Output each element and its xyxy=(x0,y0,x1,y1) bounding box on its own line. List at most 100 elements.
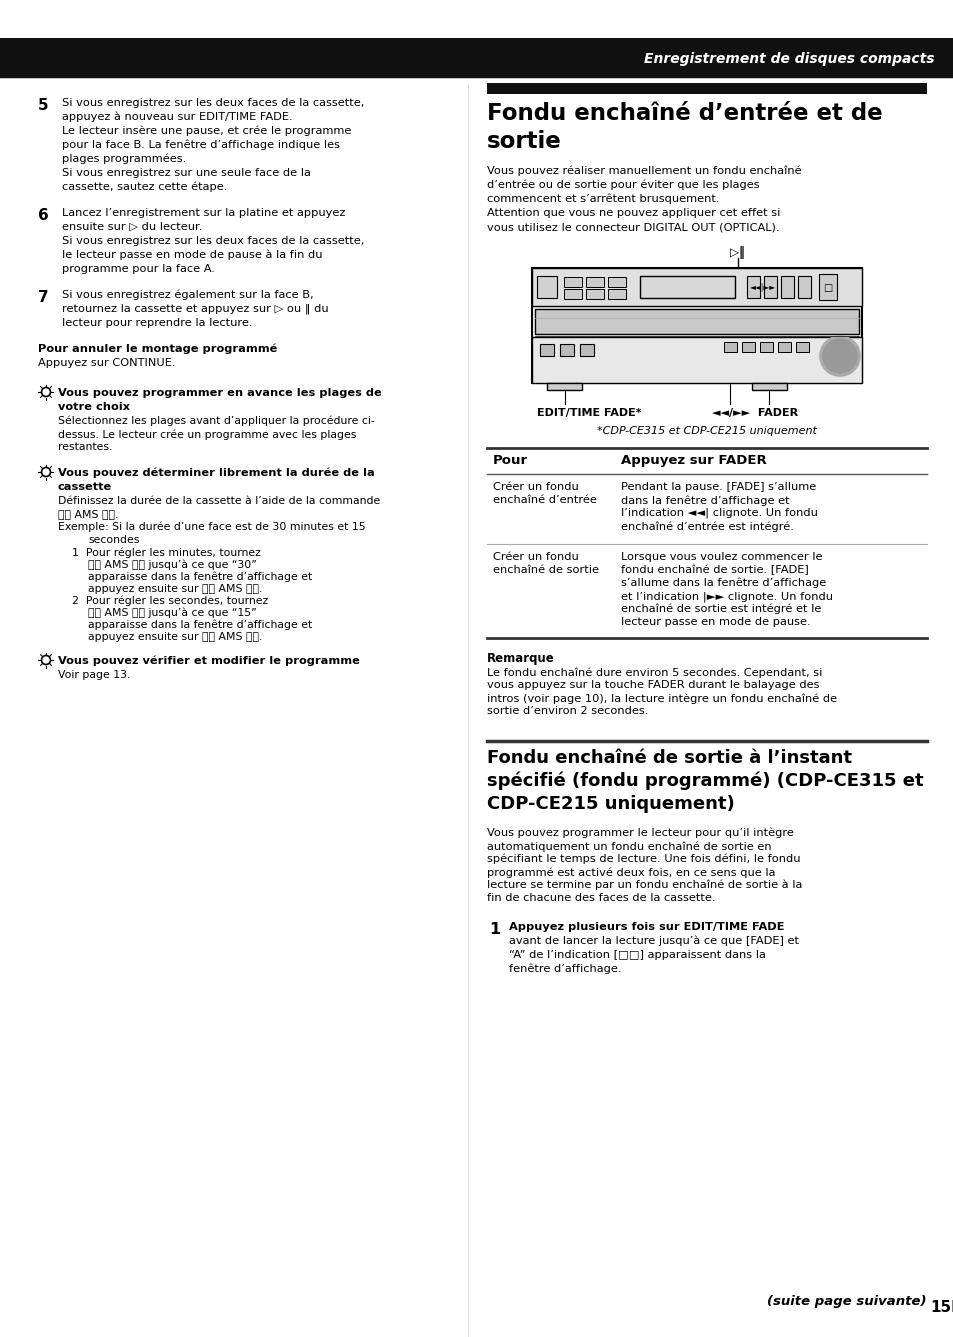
Bar xyxy=(563,277,581,287)
Text: Pendant la pause. [FADE] s’allume: Pendant la pause. [FADE] s’allume xyxy=(620,483,816,492)
Text: fondu enchaîné de sortie. [FADE]: fondu enchaîné de sortie. [FADE] xyxy=(620,566,808,575)
Bar xyxy=(781,275,793,298)
Text: Pour: Pour xyxy=(493,455,528,467)
Circle shape xyxy=(822,340,856,373)
Text: l’indication ◄◄| clignote. Un fondu: l’indication ◄◄| clignote. Un fondu xyxy=(620,508,817,519)
Text: Lorsque vous voulez commencer le: Lorsque vous voulez commencer le xyxy=(620,552,821,562)
Text: enchaîné de sortie est intégré et le: enchaîné de sortie est intégré et le xyxy=(620,604,821,615)
Text: 2  Pour régler les secondes, tournez: 2 Pour régler les secondes, tournez xyxy=(71,596,268,607)
Text: dans la fenêtre d’affichage et: dans la fenêtre d’affichage et xyxy=(620,495,789,505)
Text: Le lecteur insère une pause, et crée le programme: Le lecteur insère une pause, et crée le … xyxy=(62,126,351,136)
Text: s’allume dans la fenêtre d’affichage: s’allume dans la fenêtre d’affichage xyxy=(620,578,825,588)
Bar xyxy=(818,274,836,299)
Text: Le fondu enchaîné dure environ 5 secondes. Cependant, si: Le fondu enchaîné dure environ 5 seconde… xyxy=(486,667,821,678)
Bar xyxy=(763,275,776,298)
Text: sortie: sortie xyxy=(486,130,561,152)
Text: (suite page suivante): (suite page suivante) xyxy=(767,1296,926,1308)
Text: 15F: 15F xyxy=(929,1300,953,1316)
Text: lecture se termine par un fondu enchaîné de sortie à la: lecture se termine par un fondu enchaîné… xyxy=(486,880,801,890)
Text: ◄◄|►►: ◄◄|►► xyxy=(749,283,776,293)
Text: vous utilisez le connecteur DIGITAL OUT (OPTICAL).: vous utilisez le connecteur DIGITAL OUT … xyxy=(486,222,779,233)
Text: Exemple: Si la durée d’une face est de 30 minutes et 15: Exemple: Si la durée d’une face est de 3… xyxy=(58,521,365,532)
Circle shape xyxy=(820,336,859,376)
Text: dessus. Le lecteur crée un programme avec les plages: dessus. Le lecteur crée un programme ave… xyxy=(58,429,356,440)
Text: restantes.: restantes. xyxy=(58,443,112,452)
Text: fin de chacune des faces de la cassette.: fin de chacune des faces de la cassette. xyxy=(486,893,715,902)
Text: Appuyez plusieurs fois sur EDIT/TIME FADE: Appuyez plusieurs fois sur EDIT/TIME FAD… xyxy=(509,923,783,932)
Text: ⧀⧀ AMS ⧁⧁ jusqu’à ce que “30”: ⧀⧀ AMS ⧁⧁ jusqu’à ce que “30” xyxy=(88,560,256,571)
Text: Fondu enchaîné d’entrée et de: Fondu enchaîné d’entrée et de xyxy=(486,102,882,124)
Text: Fondu enchaîné de sortie à l’instant: Fondu enchaîné de sortie à l’instant xyxy=(486,749,851,767)
Text: Vous pouvez réaliser manuellement un fondu enchaîné: Vous pouvez réaliser manuellement un fon… xyxy=(486,166,801,176)
Text: Créer un fondu: Créer un fondu xyxy=(493,483,578,492)
Text: 5: 5 xyxy=(38,98,49,114)
Text: 6: 6 xyxy=(38,209,49,223)
Text: avant de lancer la lecture jusqu’à ce que [FADE] et: avant de lancer la lecture jusqu’à ce qu… xyxy=(509,936,799,947)
Text: pour la face B. La fenêtre d’affichage indique les: pour la face B. La fenêtre d’affichage i… xyxy=(62,140,339,151)
Text: ◄◄/►►  FADER: ◄◄/►► FADER xyxy=(711,408,798,418)
Text: Appuyez sur CONTINUE.: Appuyez sur CONTINUE. xyxy=(38,358,175,368)
Text: intros (voir page 10), la lecture intègre un fondu enchaîné de: intros (voir page 10), la lecture intègr… xyxy=(486,693,836,703)
Text: cassette: cassette xyxy=(58,483,112,492)
Text: appuyez ensuite sur ⧀⧀ AMS ⧁⧁.: appuyez ensuite sur ⧀⧀ AMS ⧁⧁. xyxy=(88,632,262,642)
Text: programmé est activé deux fois, en ce sens que la: programmé est activé deux fois, en ce se… xyxy=(486,866,775,877)
Text: et l’indication |►► clignote. Un fondu: et l’indication |►► clignote. Un fondu xyxy=(620,591,832,602)
Bar xyxy=(723,342,737,352)
Bar xyxy=(535,309,858,334)
Text: Définissez la durée de la cassette à l’aide de la commande: Définissez la durée de la cassette à l’a… xyxy=(58,496,380,505)
Bar xyxy=(639,275,734,298)
Text: sortie d’environ 2 secondes.: sortie d’environ 2 secondes. xyxy=(486,706,648,717)
Text: Si vous enregistrez sur les deux faces de la cassette,: Si vous enregistrez sur les deux faces d… xyxy=(62,237,364,246)
Text: enchaîné d’entrée est intégré.: enchaîné d’entrée est intégré. xyxy=(620,521,793,532)
Text: Remarque: Remarque xyxy=(486,652,554,664)
Bar xyxy=(486,83,926,94)
Text: EDIT/TIME FADE*: EDIT/TIME FADE* xyxy=(537,408,641,418)
Bar xyxy=(532,267,862,306)
Text: 7: 7 xyxy=(38,290,49,305)
Bar xyxy=(795,342,808,352)
Text: automatiquement un fondu enchaîné de sortie en: automatiquement un fondu enchaîné de sor… xyxy=(486,841,771,852)
Text: enchaîné d’entrée: enchaîné d’entrée xyxy=(493,495,597,505)
Bar xyxy=(579,344,594,356)
Text: Vous pouvez déterminer librement la durée de la: Vous pouvez déterminer librement la duré… xyxy=(58,468,375,479)
Text: appuyez à nouveau sur EDIT/TIME FADE.: appuyez à nouveau sur EDIT/TIME FADE. xyxy=(62,112,293,123)
Text: secondes: secondes xyxy=(88,535,139,545)
Text: commencent et s’arrêtent brusquement.: commencent et s’arrêtent brusquement. xyxy=(486,194,719,205)
Text: Vous pouvez programmer le lecteur pour qu’il intègre: Vous pouvez programmer le lecteur pour q… xyxy=(486,828,793,838)
Text: Si vous enregistrez également sur la face B,: Si vous enregistrez également sur la fac… xyxy=(62,290,314,301)
Text: spécifiant le temps de lecture. Une fois défini, le fondu: spécifiant le temps de lecture. Une fois… xyxy=(486,854,800,865)
Bar xyxy=(585,289,603,299)
Text: CDP-CE215 uniquement): CDP-CE215 uniquement) xyxy=(486,796,734,813)
Text: vous appuyez sur la touche FADER durant le balayage des: vous appuyez sur la touche FADER durant … xyxy=(486,681,819,690)
Bar xyxy=(760,342,772,352)
Text: Enregistrement de disques compacts: Enregistrement de disques compacts xyxy=(644,52,934,66)
Text: Vous pouvez vérifier et modifier le programme: Vous pouvez vérifier et modifier le prog… xyxy=(58,656,359,667)
Bar xyxy=(797,275,810,298)
Text: 1  Pour régler les minutes, tournez: 1 Pour régler les minutes, tournez xyxy=(71,548,260,559)
Bar xyxy=(563,289,581,299)
Text: Sélectionnez les plages avant d’appliquer la procédure ci-: Sélectionnez les plages avant d’applique… xyxy=(58,416,375,427)
Text: Si vous enregistrez sur une seule face de la: Si vous enregistrez sur une seule face d… xyxy=(62,168,311,178)
Text: spécifié (fondu programmé) (CDP-CE315 et: spécifié (fondu programmé) (CDP-CE315 et xyxy=(486,771,923,790)
Bar xyxy=(0,37,953,78)
Text: *CDP-CE315 et CDP-CE215 uniquement: *CDP-CE315 et CDP-CE215 uniquement xyxy=(597,427,816,436)
Bar xyxy=(546,382,581,390)
Text: Attention que vous ne pouvez appliquer cet effet si: Attention que vous ne pouvez appliquer c… xyxy=(486,209,780,218)
Bar xyxy=(778,342,790,352)
Bar xyxy=(532,337,862,382)
Text: lecteur pour reprendre la lecture.: lecteur pour reprendre la lecture. xyxy=(62,318,253,328)
Text: 1: 1 xyxy=(489,923,499,937)
Text: lecteur passe en mode de pause.: lecteur passe en mode de pause. xyxy=(620,616,810,627)
Text: le lecteur passe en mode de pause à la fin du: le lecteur passe en mode de pause à la f… xyxy=(62,250,322,261)
Text: d’entrée ou de sortie pour éviter que les plages: d’entrée ou de sortie pour éviter que le… xyxy=(486,180,759,190)
Text: Créer un fondu: Créer un fondu xyxy=(493,552,578,562)
Text: programme pour la face A.: programme pour la face A. xyxy=(62,263,214,274)
Bar xyxy=(751,382,786,390)
Bar xyxy=(607,277,625,287)
Text: apparaisse dans la fenêtre d’affichage et: apparaisse dans la fenêtre d’affichage e… xyxy=(88,620,312,631)
Text: apparaisse dans la fenêtre d’affichage et: apparaisse dans la fenêtre d’affichage e… xyxy=(88,572,312,583)
Text: ⧀⧀ AMS ⧁⧁ jusqu’à ce que “15”: ⧀⧀ AMS ⧁⧁ jusqu’à ce que “15” xyxy=(88,608,256,619)
Bar xyxy=(559,344,574,356)
Text: appuyez ensuite sur ⧀⧀ AMS ⧁⧁.: appuyez ensuite sur ⧀⧀ AMS ⧁⧁. xyxy=(88,584,262,594)
Bar xyxy=(607,289,625,299)
